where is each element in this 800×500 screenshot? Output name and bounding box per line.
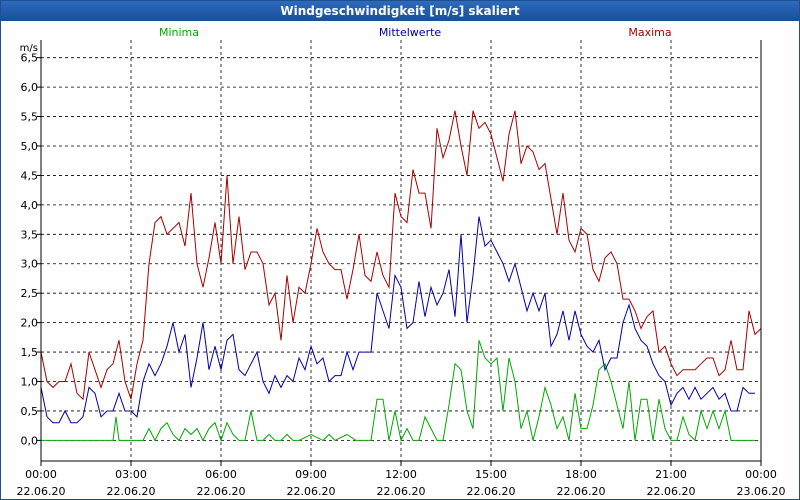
ytick-label: 6,5 (21, 52, 39, 65)
ytick-label: 4,5 (21, 169, 39, 182)
ytick-label: 5,0 (21, 140, 39, 153)
series-line-maxima (40, 110, 762, 401)
ytick-label: 1,0 (21, 376, 39, 389)
ytick-label: 0,5 (21, 405, 39, 418)
ytick-label: 5,5 (21, 111, 39, 124)
ytick-label: 6,0 (21, 81, 39, 94)
xtick-date-label: 22.06.20 (647, 485, 696, 498)
xtick-time-label: 00:00 (25, 468, 57, 481)
legend-minima: Minima (159, 26, 199, 39)
xtick-time-label: 18:00 (565, 468, 597, 481)
ytick-label: 4,0 (21, 199, 39, 212)
xtick-date-label: 22.06.20 (17, 485, 66, 498)
xtick-time-label: 15:00 (475, 468, 507, 481)
chart-svg: 0,0 0,5 1,0 1,5 2,0 2,5 3,0 3,5 4,0 4,5 5,0 5,5 6,0 6… (17, 26, 786, 498)
xtick-time-label: 03:00 (115, 468, 147, 481)
legend-maxima: Maxima (628, 26, 671, 39)
ytick-label: 3,0 (21, 258, 39, 271)
xtick-time-label: 09:00 (295, 468, 327, 481)
ytick-label: 0,0 (21, 434, 39, 447)
ytick-label: 3,5 (21, 228, 39, 241)
ytick-label: 2,5 (21, 287, 39, 300)
chart-title: Windgeschwindigkeit [m/s] skaliert (1, 1, 799, 21)
xtick-time-label: 21:00 (655, 468, 687, 481)
series-line-minima (41, 340, 755, 442)
y-axis-label: m/s (20, 43, 38, 54)
series-line-mittelwerte (40, 216, 755, 424)
series-lines (40, 110, 762, 442)
xtick-date-label: 22.06.20 (107, 485, 156, 498)
ytick-label: 2,0 (21, 317, 39, 330)
xtick-date-label: 22.06.20 (467, 485, 516, 498)
xtick-date-label: 23.06.20 (737, 485, 786, 498)
legend-mittelwerte: Mittelwerte (379, 26, 442, 39)
grid (41, 40, 761, 461)
xtick-time-label: 12:00 (385, 468, 417, 481)
xtick-date-label: 22.06.20 (377, 485, 426, 498)
xtick-date-label: 22.06.20 (287, 485, 336, 498)
axes (37, 40, 762, 466)
tick-labels: 0,0 0,5 1,0 1,5 2,0 2,5 3,0 3,5 4,0 4,5 5,0 5,5 6,0 6… (17, 26, 786, 498)
xtick-time-label: 00:00 (745, 468, 777, 481)
xtick-date-label: 22.06.20 (197, 485, 246, 498)
xtick-time-label: 06:00 (205, 468, 237, 481)
xtick-date-label: 22.06.20 (557, 485, 606, 498)
ytick-label: 1,5 (21, 346, 39, 359)
